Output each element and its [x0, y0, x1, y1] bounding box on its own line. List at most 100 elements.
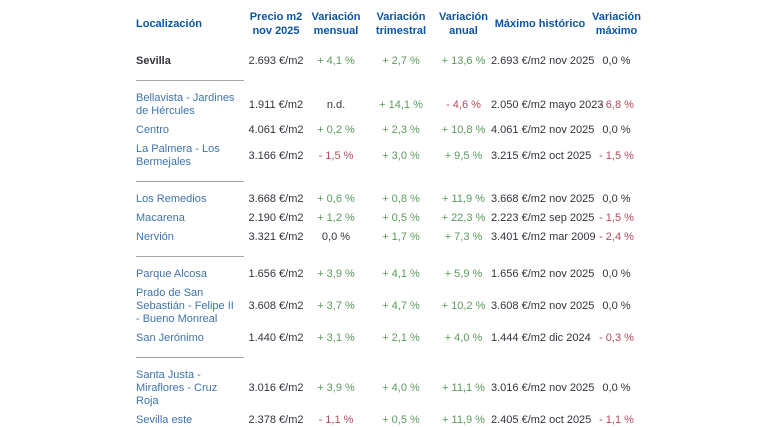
price-cell: 1.656 €/m2 [248, 268, 304, 280]
table-row: San Jerónimo 1.440 €/m2 + 3,1 % + 2,1 % + 4,… [136, 329, 644, 348]
column-header-maximo-historico: Máximo histórico [491, 17, 589, 31]
table-row: La Palmera - Los Bermejales 3.166 €/m2 - 1… [136, 140, 644, 172]
annual-variation-cell: + 11,1 % [442, 382, 485, 394]
location-link[interactable]: Los Remedios [136, 193, 207, 205]
table-header: Localización Precio m2 nov 2025 Variació… [136, 8, 644, 42]
table-row: Macarena 2.190 €/m2 + 1,2 % + 0,5 % + 22,3 %… [136, 209, 644, 228]
quarterly-variation-cell: + 4,0 % [382, 382, 420, 394]
location-link[interactable]: La Palmera - Los Bermejales [136, 143, 220, 168]
column-header-label: mensual [313, 25, 359, 37]
column-header-label: anual [449, 25, 478, 37]
max-variation-cell: - 6,8 % [599, 98, 634, 111]
column-header-variacion-maximo: Variación máximo [589, 10, 644, 38]
monthly-variation-cell: - 1,1 % [318, 414, 354, 426]
table-row: Prado de San Sebastián - Felipe II - Bue… [136, 284, 644, 329]
monthly-variation-cell: + 1,2 % [317, 212, 355, 224]
historic-max-cell: 2.405 €/m2 oct 2025 [491, 414, 592, 426]
column-header-label: Variación [376, 11, 426, 23]
price-cell: 3.321 €/m2 [248, 231, 304, 243]
monthly-variation-cell: + 3,9 % [317, 382, 355, 394]
annual-variation-cell: + 5,9 % [444, 268, 483, 280]
column-header-label: Localización [136, 18, 203, 30]
location-link[interactable]: Bellavista - Jardines de Hércules [136, 92, 235, 117]
annual-variation-cell: + 9,5 % [444, 149, 483, 162]
quarterly-variation-cell: + 2,1 % [382, 332, 420, 344]
max-variation-cell: - 1,5 % [599, 149, 634, 162]
monthly-variation-cell: n.d. [326, 98, 346, 111]
column-header-precio: Precio m2 nov 2025 [246, 10, 306, 38]
quarterly-variation-cell: + 2,3 % [382, 124, 420, 136]
column-header-variacion-mensual: Variación mensual [306, 10, 366, 38]
column-header-label: Variación [439, 11, 488, 23]
max-variation-cell: - 1,1 % [599, 414, 634, 426]
price-cell: 2.378 €/m2 [248, 414, 304, 426]
table-row: Centro 4.061 €/m2 + 0,2 % + 2,3 % + 10,8 % 4.… [136, 121, 644, 140]
historic-max-cell: 2.050 €/m2 mayo 2023 [491, 98, 604, 111]
historic-max-cell: 3.608 €/m2 nov 2025 [491, 300, 595, 312]
group-separator [136, 181, 244, 182]
location-link[interactable]: Nervión [136, 231, 174, 243]
historic-max-cell: 1.444 €/m2 dic 2024 [491, 332, 591, 344]
group-separator [136, 357, 244, 358]
price-cell: 4.061 €/m2 [248, 124, 304, 136]
table-row: Los Remedios 3.668 €/m2 + 0,6 % + 0,8 % + 11… [136, 190, 644, 209]
historic-max-cell: 3.668 €/m2 nov 2025 [491, 193, 595, 205]
price-cell: 3.166 €/m2 [248, 149, 304, 162]
price-cell: 3.608 €/m2 [248, 300, 304, 312]
quarterly-variation-cell: + 2,7 % [382, 55, 420, 67]
location-link[interactable]: Macarena [136, 212, 185, 224]
monthly-variation-cell: + 0,2 % [317, 124, 355, 136]
monthly-variation-cell: + 3,9 % [317, 268, 355, 280]
price-cell: 3.668 €/m2 [248, 193, 304, 205]
max-variation-cell: 0,0 % [602, 124, 631, 136]
column-header-label: trimestral [375, 25, 427, 37]
max-variation-cell: 0,0 % [602, 193, 631, 205]
price-table: Localización Precio m2 nov 2025 Variació… [136, 8, 644, 427]
column-header-label: Variación [311, 11, 361, 23]
quarterly-variation-cell: + 0,5 % [382, 212, 420, 224]
column-header-variacion-trimestral: Variación trimestral [366, 10, 436, 38]
annual-variation-cell: + 11,9 % [442, 414, 485, 426]
column-header-localizacion: Localización [136, 17, 246, 31]
price-cell: 2.190 €/m2 [248, 212, 304, 224]
column-header-label: máximo [595, 25, 638, 37]
location-link[interactable]: Centro [136, 124, 170, 136]
quarterly-variation-cell: + 1,7 % [382, 231, 420, 243]
annual-variation-cell: + 10,8 % [441, 124, 486, 136]
table-row: Nervión 3.321 €/m2 0,0 % + 1,7 % + 7,3 % 3.40… [136, 228, 644, 247]
quarterly-variation-cell: + 4,7 % [382, 300, 420, 312]
historic-max-cell: 4.061 €/m2 nov 2025 [491, 124, 595, 136]
annual-variation-cell: + 11,9 % [442, 193, 485, 205]
table-row: Santa Justa - Miraflores - Cruz Roja 3.01… [136, 366, 644, 411]
location-link[interactable]: San Jerónimo [136, 332, 204, 344]
monthly-variation-cell: - 1,5 % [318, 149, 354, 162]
price-cell: 2.693 €/m2 [248, 55, 304, 67]
column-header-label: Máximo histórico [494, 18, 586, 30]
price-cell: 3.016 €/m2 [248, 382, 304, 394]
max-variation-cell: 0,0 % [602, 300, 631, 312]
location-link[interactable]: Sevilla este [136, 414, 193, 426]
max-variation-cell: 0,0 % [602, 382, 631, 394]
historic-max-cell: 3.401 €/m2 mar 2009 [491, 231, 596, 243]
annual-variation-cell: + 10,2 % [441, 300, 486, 312]
quarterly-variation-cell: + 4,1 % [382, 268, 420, 280]
location-link[interactable]: Prado de San Sebastián - Felipe II - Bue… [136, 287, 234, 325]
price-cell: 1.440 €/m2 [248, 332, 304, 344]
annual-variation-cell: - 4,6 % [446, 98, 481, 111]
location-link[interactable]: Santa Justa - Miraflores - Cruz Roja [136, 369, 218, 407]
historic-max-cell: 2.693 €/m2 nov 2025 [491, 55, 595, 67]
group-separator [136, 80, 244, 81]
price-cell: 1.911 €/m2 [248, 98, 304, 111]
group-separator [136, 256, 244, 257]
max-variation-cell: 0,0 % [602, 268, 631, 280]
monthly-variation-cell: 0,0 % [321, 231, 351, 243]
monthly-variation-cell: + 0,6 % [317, 193, 355, 205]
monthly-variation-cell: + 3,1 % [317, 332, 355, 344]
historic-max-cell: 3.215 €/m2 oct 2025 [491, 149, 592, 162]
location-link[interactable]: Parque Alcosa [136, 268, 207, 280]
table-row: Parque Alcosa 1.656 €/m2 + 3,9 % + 4,1 % + 5… [136, 265, 644, 284]
quarterly-variation-cell: + 0,5 % [382, 414, 420, 426]
annual-variation-cell: + 13,6 % [441, 55, 486, 67]
table-body: Sevilla 2.693 €/m2 + 4,1 % + 2,7 % + 13,6 % 2… [136, 52, 644, 427]
